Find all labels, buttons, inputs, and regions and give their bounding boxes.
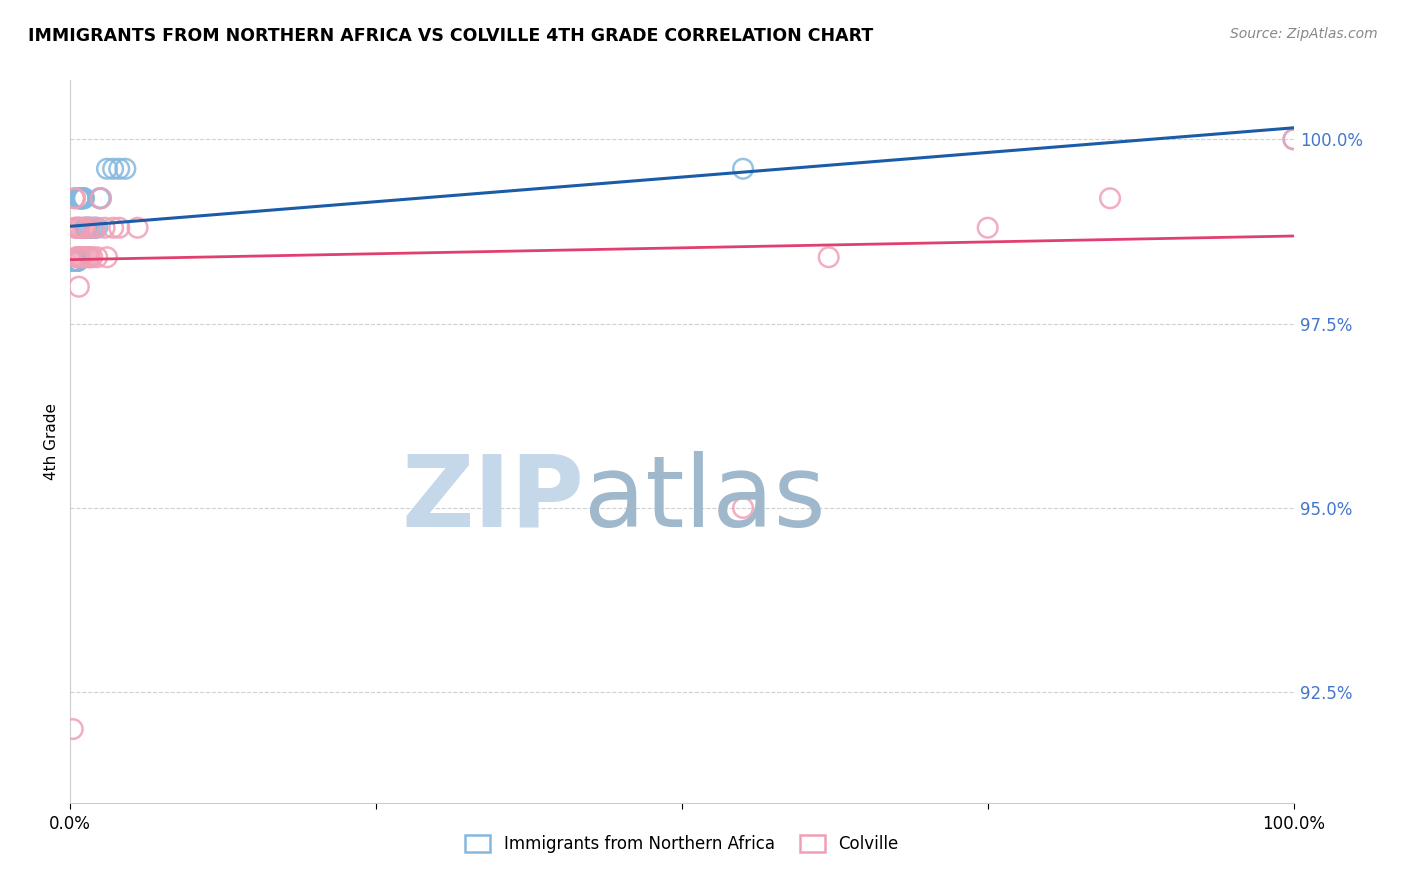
Text: Source: ZipAtlas.com: Source: ZipAtlas.com: [1230, 27, 1378, 41]
Point: [114, 161, 136, 176]
Point: [1282, 132, 1305, 146]
Point: [66, 253, 89, 268]
Point: [62, 722, 84, 736]
Point: [96, 161, 118, 176]
Point: [67, 279, 90, 293]
Point: [90, 191, 112, 205]
Point: [65, 250, 87, 264]
Point: [75, 250, 97, 264]
Point: [96, 250, 118, 264]
Point: [72, 191, 94, 205]
Point: [82, 220, 104, 235]
Point: [65, 220, 87, 235]
Text: ZIP: ZIP: [401, 450, 583, 548]
Point: [79, 220, 101, 235]
Point: [63, 191, 86, 205]
Point: [108, 161, 131, 176]
Point: [976, 220, 998, 235]
Point: [63, 253, 86, 268]
Point: [73, 220, 96, 235]
Point: [101, 220, 124, 235]
Point: [67, 191, 90, 205]
Point: [65, 253, 87, 268]
Point: [66, 250, 89, 264]
Point: [69, 191, 91, 205]
Point: [77, 220, 100, 235]
Point: [63, 253, 86, 268]
Point: [72, 191, 94, 205]
Point: [69, 220, 91, 235]
Point: [79, 250, 101, 264]
Point: [108, 220, 131, 235]
Legend: Immigrants from Northern Africa, Colville: Immigrants from Northern Africa, Colvill…: [458, 828, 905, 860]
Point: [77, 220, 100, 235]
Point: [66, 220, 89, 235]
Point: [127, 220, 149, 235]
Point: [70, 191, 93, 205]
Point: [70, 191, 93, 205]
Point: [67, 220, 90, 235]
Point: [69, 250, 91, 264]
Point: [72, 220, 94, 235]
Point: [73, 250, 96, 264]
Point: [83, 220, 105, 235]
Point: [77, 250, 100, 264]
Point: [733, 161, 755, 176]
Point: [817, 250, 839, 264]
Point: [93, 220, 115, 235]
Point: [63, 253, 86, 268]
Point: [63, 253, 86, 268]
Point: [75, 220, 97, 235]
Point: [83, 220, 105, 235]
Point: [89, 191, 111, 205]
Point: [86, 220, 108, 235]
Point: [73, 191, 96, 205]
Text: IMMIGRANTS FROM NORTHERN AFRICA VS COLVILLE 4TH GRADE CORRELATION CHART: IMMIGRANTS FROM NORTHERN AFRICA VS COLVI…: [28, 27, 873, 45]
Point: [72, 191, 94, 205]
Point: [1099, 191, 1122, 205]
Point: [66, 253, 89, 268]
Point: [67, 191, 90, 205]
Point: [70, 250, 93, 264]
Point: [82, 250, 104, 264]
Point: [65, 253, 87, 268]
Point: [101, 161, 124, 176]
Point: [90, 191, 112, 205]
Y-axis label: 4th Grade: 4th Grade: [44, 403, 59, 480]
Point: [76, 220, 98, 235]
Point: [62, 253, 84, 268]
Point: [1282, 132, 1305, 146]
Point: [67, 191, 90, 205]
Point: [63, 253, 86, 268]
Point: [86, 250, 108, 264]
Point: [62, 253, 84, 268]
Point: [63, 253, 86, 268]
Point: [733, 500, 755, 515]
Point: [73, 220, 96, 235]
Point: [63, 191, 86, 205]
Point: [73, 191, 96, 205]
Point: [67, 250, 90, 264]
Text: atlas: atlas: [583, 450, 825, 548]
Point: [63, 253, 86, 268]
Point: [63, 253, 86, 268]
Point: [65, 253, 87, 268]
Point: [63, 220, 86, 235]
Point: [69, 191, 91, 205]
Point: [63, 253, 86, 268]
